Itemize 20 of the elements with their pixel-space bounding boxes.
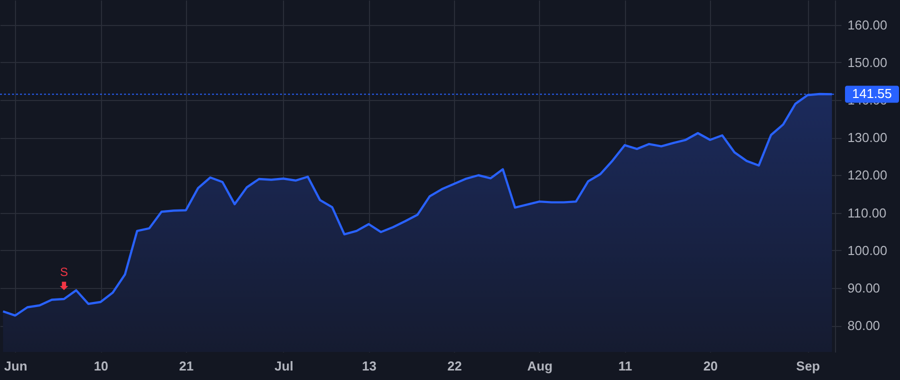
y-tick-label: 150.00: [848, 54, 888, 70]
ref-line-label: 141.55: [852, 86, 892, 102]
x-tick-label: 22: [447, 358, 462, 374]
y-tick-label: 80.00: [848, 318, 880, 334]
x-tick-label: 13: [362, 358, 376, 374]
x-tick-label: 10: [94, 358, 108, 374]
x-tick-label: Aug: [527, 358, 553, 374]
x-tick-label: Jun: [4, 358, 28, 374]
x-tick-label: 21: [179, 358, 194, 374]
y-tick-label: 90.00: [848, 280, 880, 296]
x-tick-label: Sep: [796, 358, 820, 374]
y-tick-label: 100.00: [848, 242, 888, 258]
x-tick-label: Jul: [274, 358, 294, 374]
y-tick-label: 130.00: [848, 130, 888, 146]
y-tick-label: 120.00: [848, 168, 888, 183]
annotation: S: [60, 264, 68, 279]
x-tick-label: 20: [703, 358, 718, 374]
y-tick-label: 110.00: [848, 205, 886, 220]
y-tick-label: 160.00: [848, 17, 888, 32]
x-tick-label: 11: [618, 358, 632, 374]
